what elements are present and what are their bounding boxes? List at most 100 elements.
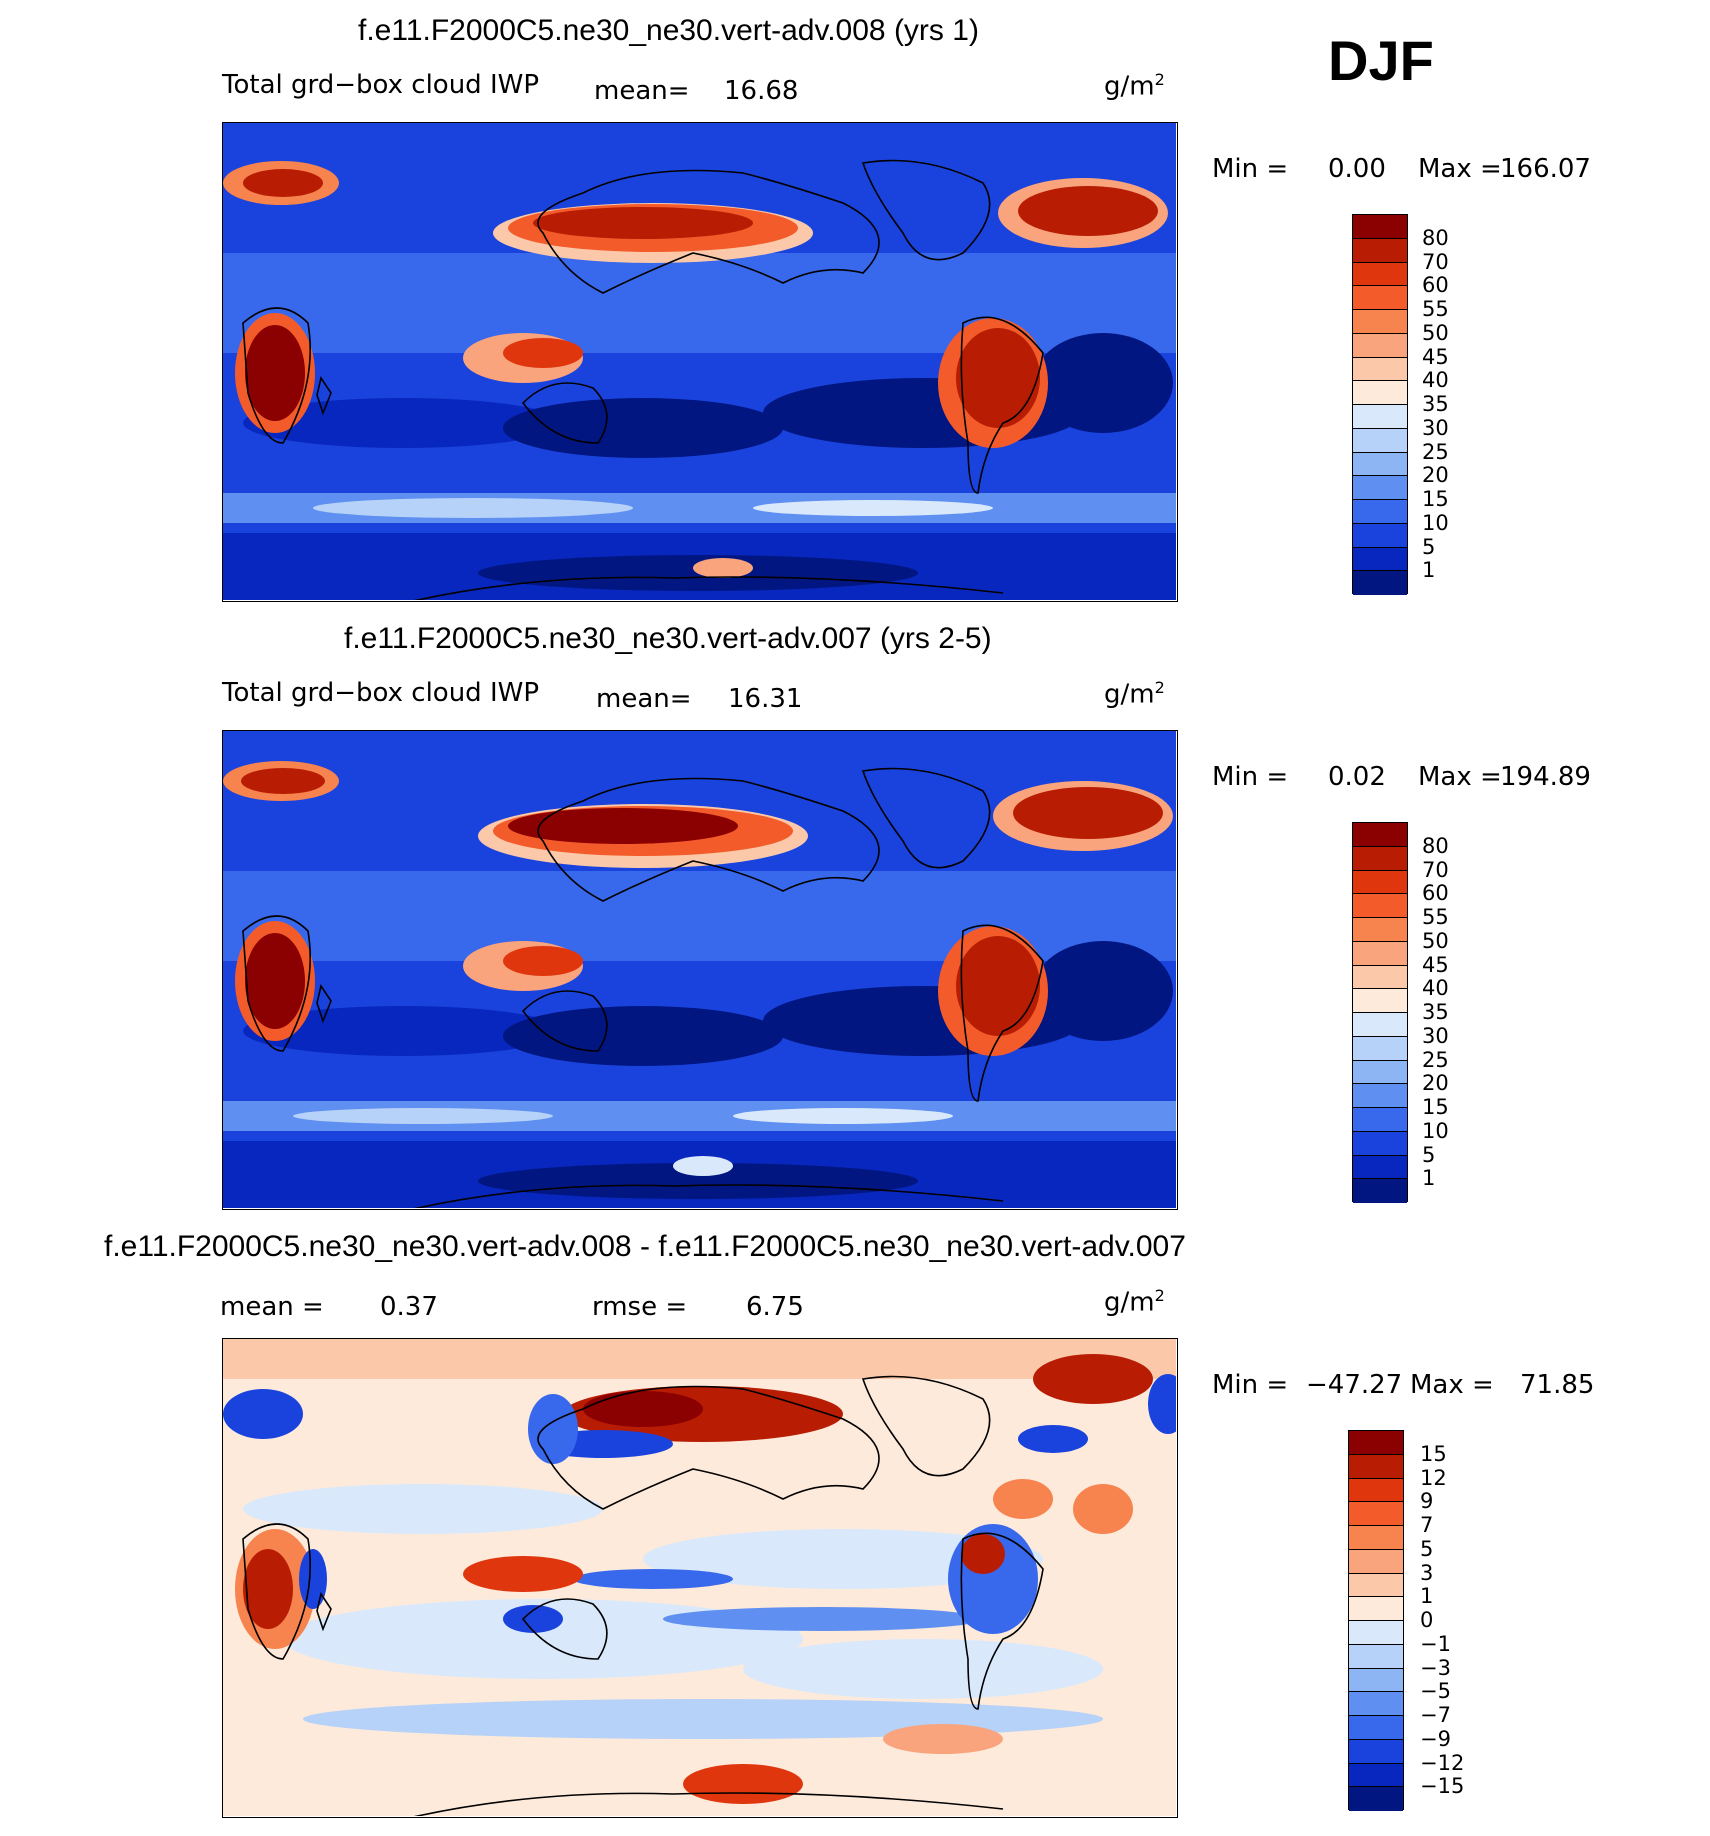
colorbar-tick-label: 0 — [1420, 1608, 1434, 1632]
colorbar-swatch — [1353, 381, 1407, 405]
colorbar-swatch — [1353, 846, 1407, 871]
colorbar-swatch — [1349, 1644, 1403, 1669]
colorbar-swatch — [1353, 215, 1407, 239]
colorbar-tick-label: 12 — [1420, 1465, 1447, 1490]
colorbar-tick-label: 7 — [1420, 1513, 1434, 1537]
colorbar-tick-label: 15 — [1422, 1095, 1449, 1119]
panel-2-min-value: 0.02 — [1328, 762, 1386, 792]
units-text: g/m — [1104, 679, 1155, 710]
panel-3-units: g/m2 — [1104, 1286, 1165, 1318]
colorbar-tick-label: 25 — [1422, 1047, 1449, 1072]
panel-1-map — [222, 122, 1178, 602]
colorbar-swatch — [1353, 894, 1407, 918]
units-exponent: 2 — [1154, 678, 1165, 697]
colorbar-tick-label: 30 — [1422, 415, 1449, 440]
panel-2-min-label: Min = — [1212, 762, 1289, 792]
colorbar-swatch — [1353, 500, 1407, 524]
colorbar-tick-label: 20 — [1422, 463, 1449, 488]
panel-1-variable-label: Total grd−box cloud IWP — [222, 70, 540, 100]
colorbar-swatch — [1349, 1454, 1403, 1479]
colorbar-tick-label: 1 — [1422, 1166, 1436, 1191]
panel-3-title: f.e11.F2000C5.ne30_ne30.vert-adv.008 - f… — [104, 1230, 1186, 1263]
panel-3-colorbar-ticks: 15 12 9 7 5 3 1 0 −1 −3 −5 −7 −9 −12 −15 — [1420, 1430, 1500, 1810]
colorbar-swatch — [1353, 823, 1407, 847]
colorbar-swatch — [1349, 1716, 1403, 1740]
colorbar-tick-label: 45 — [1422, 952, 1449, 977]
colorbar-tick-label: 1 — [1422, 558, 1436, 583]
colorbar-tick-label: 1 — [1420, 1584, 1434, 1609]
colorbar-tick-label: −9 — [1420, 1726, 1451, 1751]
colorbar-tick-label: 70 — [1422, 857, 1449, 882]
panel-2-variable-label: Total grd−box cloud IWP — [222, 678, 540, 708]
colorbar-tick-label: 50 — [1422, 928, 1449, 953]
panel-3-colorbar — [1348, 1430, 1404, 1811]
colorbar-tick-label: 40 — [1422, 368, 1449, 393]
units-text: g/m — [1104, 1287, 1155, 1318]
colorbar-swatch — [1353, 238, 1407, 263]
colorbar-tick-label: 5 — [1420, 1536, 1434, 1561]
colorbar-swatch — [1353, 452, 1407, 477]
colorbar-swatch — [1349, 1549, 1403, 1574]
panel-1-colorbar — [1352, 214, 1408, 595]
colorbar-swatch — [1349, 1787, 1403, 1811]
colorbar-tick-label: −1 — [1420, 1631, 1451, 1656]
colorbar-tick-label: 50 — [1422, 320, 1449, 345]
colorbar-tick-label: 5 — [1422, 534, 1436, 559]
colorbar-swatch — [1353, 1155, 1407, 1180]
panel-1-map-svg — [223, 123, 1176, 600]
colorbar-tick-label: 45 — [1422, 344, 1449, 369]
panel-2-mean-value: 16.31 — [728, 684, 803, 714]
panel-3-rmse-label: rmse = — [592, 1292, 688, 1322]
panel-2-colorbar — [1352, 822, 1408, 1203]
colorbar-swatch — [1349, 1478, 1403, 1503]
panel-3-map-svg — [223, 1339, 1176, 1816]
panel-3-max-label: Max = — [1410, 1370, 1494, 1400]
colorbar-swatch — [1353, 1131, 1407, 1156]
panel-2-title: f.e11.F2000C5.ne30_ne30.vert-adv.007 (yr… — [344, 622, 992, 655]
colorbar-tick-label: 60 — [1422, 273, 1449, 298]
colorbar-tick-label: 5 — [1422, 1142, 1436, 1167]
colorbar-swatch — [1353, 571, 1407, 595]
colorbar-tick-label: −3 — [1420, 1655, 1451, 1680]
panel-1-min-label: Min = — [1212, 154, 1289, 184]
colorbar-swatch — [1353, 286, 1407, 310]
colorbar-tick-label: 30 — [1422, 1023, 1449, 1048]
colorbar-swatch — [1353, 918, 1407, 942]
panel-3-mean-value: 0.37 — [380, 1292, 438, 1322]
colorbar-tick-label: 10 — [1422, 1118, 1449, 1143]
colorbar-tick-label: 15 — [1422, 487, 1449, 511]
panel-2-max-label: Max = — [1418, 762, 1502, 792]
colorbar-swatch — [1349, 1668, 1403, 1693]
colorbar-tick-label: 20 — [1422, 1071, 1449, 1096]
colorbar-swatch — [1353, 1084, 1407, 1108]
colorbar-swatch — [1353, 428, 1407, 453]
colorbar-swatch — [1353, 310, 1407, 334]
colorbar-swatch — [1353, 1108, 1407, 1132]
colorbar-tick-label: 10 — [1422, 510, 1449, 535]
colorbar-swatch — [1349, 1526, 1403, 1550]
colorbar-swatch — [1353, 262, 1407, 287]
colorbar-swatch — [1353, 1013, 1407, 1037]
panel-3-map — [222, 1338, 1178, 1818]
colorbar-swatch — [1353, 476, 1407, 500]
colorbar-swatch — [1353, 1060, 1407, 1085]
panel-1-max-value: 166.07 — [1500, 154, 1591, 184]
colorbar-tick-label: 70 — [1422, 249, 1449, 274]
colorbar-swatch — [1353, 547, 1407, 572]
colorbar-tick-label: 15 — [1420, 1441, 1447, 1466]
colorbar-tick-label: 55 — [1422, 297, 1449, 321]
colorbar-tick-label: 35 — [1422, 392, 1449, 416]
panel-1-max-label: Max = — [1418, 154, 1502, 184]
colorbar-swatch — [1353, 1179, 1407, 1203]
colorbar-tick-label: 35 — [1422, 1000, 1449, 1024]
colorbar-tick-label: −5 — [1420, 1679, 1451, 1704]
colorbar-swatch — [1353, 357, 1407, 382]
colorbar-swatch — [1349, 1739, 1403, 1764]
colorbar-tick-label: 80 — [1422, 225, 1449, 250]
colorbar-tick-label: −12 — [1420, 1750, 1465, 1775]
colorbar-swatch — [1349, 1692, 1403, 1716]
panel-1-mean-value: 16.68 — [724, 76, 799, 106]
colorbar-tick-label: 25 — [1422, 439, 1449, 464]
colorbar-tick-label: 60 — [1422, 881, 1449, 906]
panel-2-max-value: 194.89 — [1500, 762, 1591, 792]
